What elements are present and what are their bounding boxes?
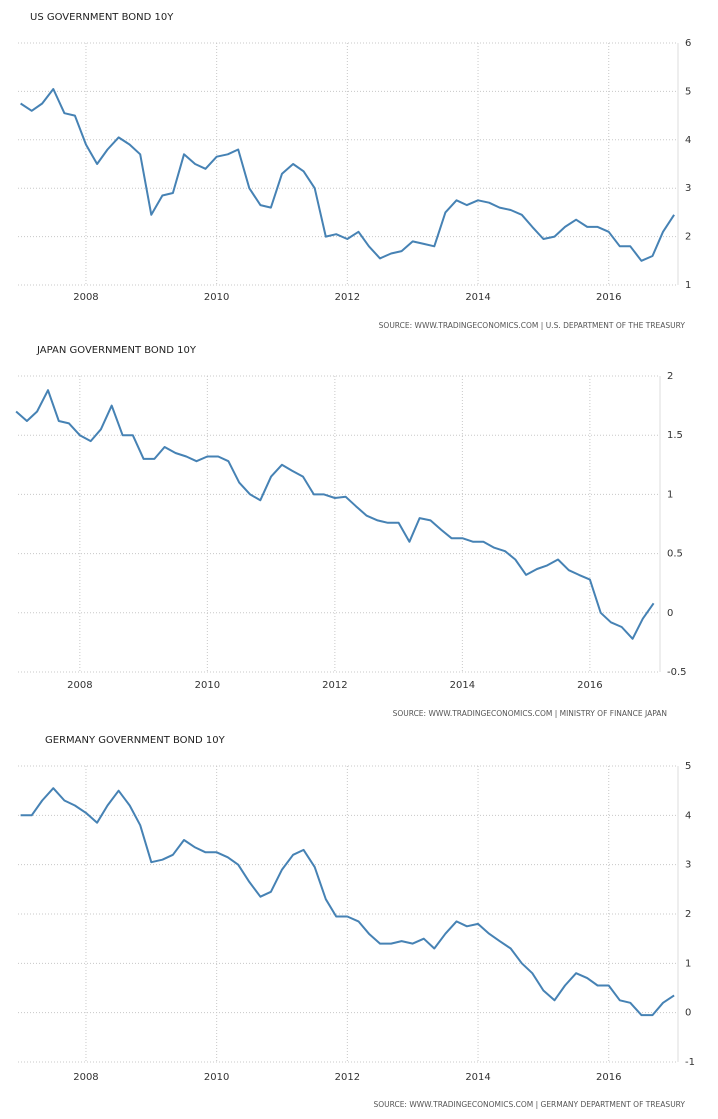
x-tick-label: 2008 (67, 680, 92, 691)
source-note: SOURCE: WWW.TRADINGECONOMICS.COM | U.S. … (379, 321, 686, 330)
y-tick-label: 0 (667, 608, 673, 619)
y-tick-label: 3 (685, 183, 691, 194)
y-tick-label: 1 (667, 489, 673, 500)
chart-title: JAPAN GOVERNMENT BOND 10Y (36, 345, 197, 356)
y-tick-label: 2 (685, 909, 691, 920)
x-tick-label: 2012 (335, 1072, 360, 1083)
x-tick-label: 2008 (73, 292, 98, 303)
x-tick-label: 2014 (465, 1072, 490, 1083)
y-tick-label: -1 (685, 1057, 695, 1068)
chart-title: GERMANY GOVERNMENT BOND 10Y (45, 735, 226, 746)
y-tick-label: 0.5 (667, 549, 683, 560)
x-tick-label: 2010 (204, 292, 229, 303)
x-tick-label: 2014 (450, 680, 475, 691)
source-note: SOURCE: WWW.TRADINGECONOMICS.COM | GERMA… (373, 1100, 685, 1109)
x-tick-label: 2010 (195, 680, 220, 691)
x-tick-label: 2014 (465, 292, 490, 303)
x-tick-label: 2016 (577, 680, 602, 691)
x-tick-label: 2016 (596, 292, 621, 303)
x-tick-label: 2012 (335, 292, 360, 303)
y-tick-label: 5 (685, 86, 691, 97)
y-tick-label: 0 (685, 1008, 691, 1019)
line-series (20, 88, 675, 262)
chart-title: US GOVERNMENT BOND 10Y (30, 12, 174, 23)
source-note: SOURCE: WWW.TRADINGECONOMICS.COM | MINIS… (393, 709, 667, 718)
y-tick-label: 5 (685, 761, 691, 772)
x-tick-label: 2016 (596, 1072, 621, 1083)
x-tick-label: 2012 (322, 680, 347, 691)
y-tick-label: 6 (685, 38, 691, 49)
x-tick-label: 2008 (73, 1072, 98, 1083)
y-tick-label: 4 (685, 135, 691, 146)
line-series (20, 787, 675, 1017)
line-series (15, 389, 655, 640)
y-tick-label: 4 (685, 810, 691, 821)
y-tick-label: 1 (685, 280, 691, 291)
y-tick-label: 3 (685, 860, 691, 871)
y-tick-label: 2 (667, 371, 673, 382)
y-tick-label: 1.5 (667, 430, 683, 441)
y-tick-label: 2 (685, 232, 691, 243)
y-tick-label: 1 (685, 958, 691, 969)
y-tick-label: -0.5 (667, 667, 687, 678)
x-tick-label: 2010 (204, 1072, 229, 1083)
